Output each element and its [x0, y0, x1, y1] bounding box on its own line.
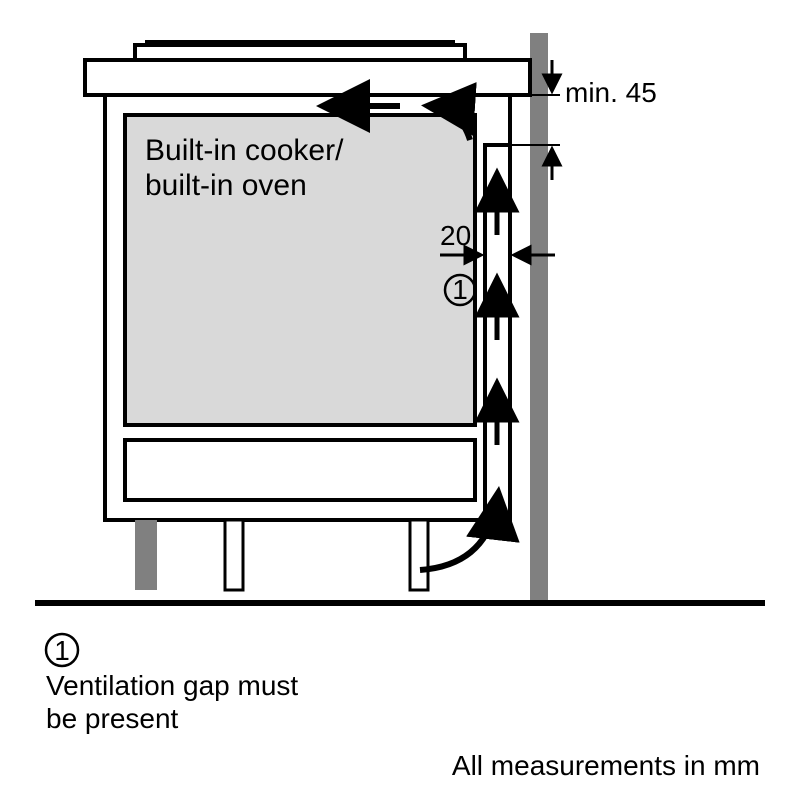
svg-text:1: 1	[54, 635, 70, 666]
drawer	[125, 440, 475, 500]
units-label: All measurements in mm	[452, 750, 760, 781]
dimension-min45-label: min. 45	[565, 77, 657, 108]
legs	[135, 520, 428, 590]
appliance-label-2: built-in oven	[145, 169, 307, 202]
note-marker-footer: 1	[46, 634, 78, 666]
installation-diagram: min. 45 20 1 Built-in cooker/ built-in o…	[0, 0, 800, 800]
note-line2: be present	[46, 703, 179, 734]
appliance-label-1: Built-in cooker/	[145, 134, 344, 167]
countertop	[85, 40, 530, 95]
svg-text:1: 1	[452, 274, 468, 305]
dimension-20-label: 20	[440, 220, 471, 251]
wall	[530, 33, 548, 603]
note-line1: Ventilation gap must	[46, 670, 298, 701]
